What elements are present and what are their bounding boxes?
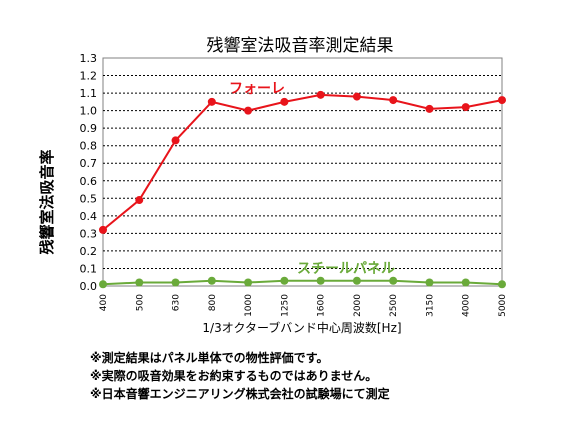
x-tick-5000: 5000 [498,294,508,317]
note-line-2: ※実際の吸音効果をお約束するものではありません。 [90,368,377,383]
y-tick-0.4: 0.4 [80,210,98,223]
point-s1-5000 [498,280,506,289]
y-tick-1.0: 1.0 [80,105,98,118]
point-s1-3150 [425,278,434,287]
point-s1-1600 [316,276,325,285]
x-tick-800: 800 [208,294,218,311]
point-s1-1250 [280,276,289,285]
x-tick-3150: 3150 [425,294,435,317]
note-line-3: ※日本音響エンジニアリング株式会社の試験場にて測定 [90,386,390,401]
chart-title: 残響室法吸音率測定結果 [207,36,394,56]
point-s0-3150 [425,104,434,113]
series-label-phore: フォーレ [229,81,285,97]
y-tick-0.3: 0.3 [80,227,98,240]
y-tick-1.1: 1.1 [80,87,98,100]
y-tick-0.7: 0.7 [80,157,98,170]
series-line-0 [102,93,503,231]
x-tick-1250: 1250 [280,294,290,317]
point-s0-1250 [280,97,289,106]
y-axis-label: 残響室法吸音率 [38,149,56,254]
y-tick-0.2: 0.2 [80,245,98,258]
x-tick-labels: 400 500 630 800 1000 1250 1600 2000 2500 3150 4000… [99,294,508,317]
series-layer [99,90,506,289]
plot-area [102,57,503,287]
series-label-steel-panel: スチールパネル [297,261,395,277]
point-s1-400 [99,280,107,289]
point-s0-800 [207,97,216,106]
y-tick-1.2: 1.2 [80,70,98,83]
point-s0-630 [171,136,180,145]
x-tick-500: 500 [135,294,145,311]
point-s0-5000 [498,96,506,105]
point-s0-400 [99,225,107,234]
gridlines [103,75,502,269]
x-tick-1600: 1600 [317,294,327,317]
point-s1-4000 [461,278,470,287]
x-tick-4000: 4000 [462,294,472,317]
note-line-1: ※測定結果はパネル単体での物性評価です。 [90,350,328,365]
point-s1-1000 [244,278,253,287]
y-tick-1.3: 1.3 [80,52,98,65]
point-s0-2000 [352,92,361,101]
point-s0-500 [135,196,144,205]
point-s0-4000 [461,103,470,112]
point-s0-1000 [244,106,253,115]
y-tick-0.8: 0.8 [80,140,98,153]
point-s1-630 [171,278,180,287]
x-tick-2500: 2500 [389,294,399,317]
point-s1-2000 [352,276,361,285]
series-line-1 [102,279,503,286]
y-tick-0.5: 0.5 [80,192,98,205]
y-tick-0.1: 0.1 [80,262,98,275]
point-s1-500 [135,278,144,287]
y-tick-0.6: 0.6 [80,175,98,188]
x-axis-label: 1/3オクターブバンド中心周波数[Hz] [202,320,401,335]
point-s1-800 [207,276,216,285]
point-s1-2500 [389,276,398,285]
y-tick-0.0: 0.0 [80,280,98,293]
y-tick-labels: 0.0 0.1 0.2 0.3 0.4 0.5 0.6 0.7 0.8 0.9 1.0 1.1 1.2 1… [80,52,98,293]
x-tick-400: 400 [99,294,109,311]
x-tick-1000: 1000 [244,294,254,317]
point-s0-1600 [316,90,325,99]
x-tick-2000: 2000 [353,294,363,317]
y-tick-0.9: 0.9 [80,122,98,135]
x-tick-630: 630 [172,294,182,311]
point-s0-2500 [389,96,398,105]
